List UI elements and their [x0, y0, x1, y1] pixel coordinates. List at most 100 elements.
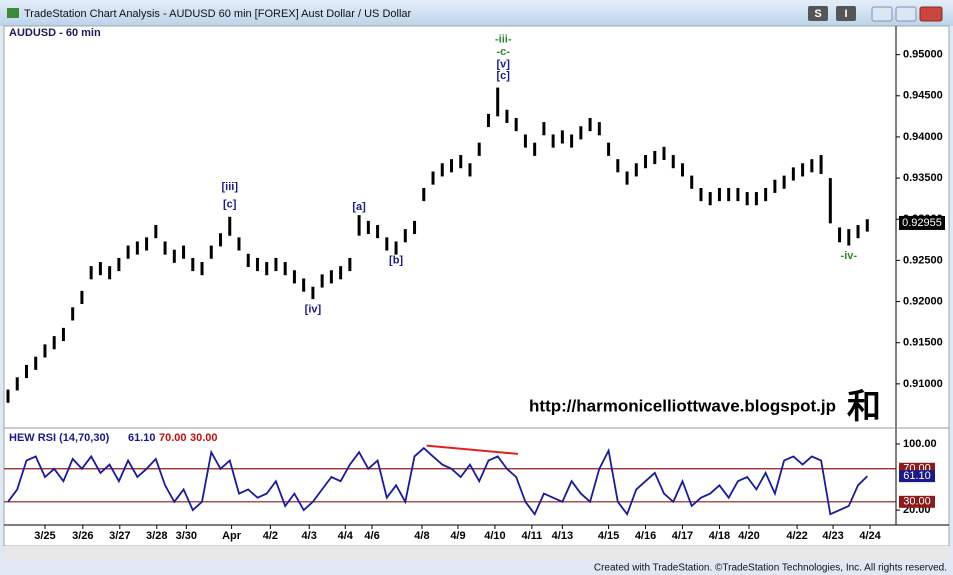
chart-area — [3, 25, 950, 547]
x-tick-label: 4/18 — [709, 530, 730, 542]
y-tick-label: 0.94000 — [903, 131, 943, 143]
x-tick-label: 4/23 — [822, 530, 843, 542]
price-bar — [61, 327, 65, 342]
y-tick-label: 20.00 — [903, 504, 931, 516]
x-tick-label: 4/13 — [552, 530, 573, 542]
price-bar — [838, 227, 842, 243]
price-bar — [422, 187, 426, 202]
window-title: TradeStation Chart Analysis - AUDUSD 60 … — [24, 8, 412, 20]
price-bar — [496, 87, 500, 117]
oversold-value: 30.00 — [190, 432, 218, 444]
style-button-label[interactable]: S — [814, 8, 821, 20]
price-bar — [237, 237, 241, 251]
price-bar — [135, 241, 139, 255]
price-bar — [690, 175, 694, 189]
price-bar — [413, 220, 417, 235]
price-bar — [505, 109, 509, 123]
price-bar — [265, 262, 269, 276]
x-tick-label: 4/10 — [484, 530, 505, 542]
price-bar — [98, 262, 102, 276]
y-tick-label: 0.91000 — [903, 378, 943, 390]
wave-label: -c- — [497, 46, 511, 58]
price-bar — [773, 179, 777, 193]
y-tick-label: 0.92000 — [903, 295, 943, 307]
price-bar — [339, 266, 343, 280]
y-tick-label: 0.95000 — [903, 49, 943, 61]
x-tick-label: 4/4 — [338, 530, 354, 542]
level-label: 30.00 — [903, 496, 931, 508]
price-bar — [292, 270, 296, 284]
price-bar — [579, 126, 583, 140]
last-price-label: 0.92955 — [902, 217, 942, 229]
indicator-value: 61.10 — [128, 432, 156, 444]
price-bar — [15, 377, 19, 391]
price-bar — [560, 130, 564, 144]
level-box — [899, 495, 935, 508]
x-tick-label: Apr — [222, 530, 242, 542]
style-button[interactable] — [808, 6, 828, 21]
x-tick-label: 4/8 — [414, 530, 429, 542]
price-bar — [856, 225, 860, 239]
price-bar — [782, 175, 786, 189]
price-bar — [89, 266, 93, 280]
symbol-label: AUDUSD - 60 min — [9, 27, 101, 39]
x-tick-label: 4/20 — [738, 530, 759, 542]
price-bar — [523, 134, 527, 148]
price-bar — [228, 216, 232, 236]
price-bar — [607, 142, 611, 156]
price-bar — [311, 286, 315, 300]
price-bar — [145, 237, 149, 251]
price-bar — [255, 257, 259, 272]
price-bar — [625, 171, 629, 185]
price-bar — [219, 233, 223, 247]
price-bar — [542, 122, 546, 136]
price-bar — [366, 220, 370, 235]
minimize-button[interactable] — [871, 6, 893, 22]
wave-label: -iv- — [841, 250, 858, 262]
last-price-box — [899, 215, 945, 230]
price-bar — [403, 229, 407, 243]
wave-label: [c] — [497, 70, 511, 82]
price-bar — [71, 307, 75, 321]
price-bar — [24, 364, 28, 379]
watermark-url: http://harmonicelliottwave.blogspot.jp — [529, 396, 836, 415]
price-bar — [117, 257, 121, 272]
price-bar — [385, 237, 389, 251]
y-tick-label: 0.91500 — [903, 337, 943, 349]
price-bar — [828, 178, 832, 224]
price-bar — [791, 167, 795, 181]
price-bar — [191, 257, 195, 272]
x-tick-label: 3/30 — [176, 530, 197, 542]
price-bar — [302, 278, 306, 292]
trend-line — [426, 444, 519, 455]
price-bar — [801, 163, 805, 177]
price-bar — [450, 159, 453, 173]
price-bar — [52, 336, 56, 350]
maximize-button[interactable] — [895, 6, 917, 22]
price-bar — [653, 150, 657, 165]
x-tick-label: 4/17 — [672, 530, 693, 542]
scrollbar[interactable] — [4, 546, 949, 560]
price-bar — [172, 249, 176, 263]
price-bar — [43, 344, 47, 358]
footer: Created with TradeStation. ©TradeStation… — [594, 563, 947, 574]
wave-label: [c] — [223, 198, 237, 210]
price-bar — [394, 241, 398, 255]
price-bar — [736, 187, 740, 202]
price-bar — [163, 241, 167, 255]
price-bar — [182, 245, 186, 259]
indicator-button-label[interactable]: I — [844, 8, 847, 20]
price-bar — [717, 187, 721, 202]
price-bar — [283, 262, 287, 276]
indicator-button[interactable] — [836, 6, 856, 21]
price-bar — [570, 134, 574, 148]
price-bar — [209, 245, 213, 259]
price-bar — [745, 192, 749, 206]
price-bar — [357, 215, 361, 236]
close-button[interactable] — [919, 6, 943, 22]
price-bar — [348, 257, 352, 272]
price-bar — [588, 118, 592, 132]
price-bar — [671, 155, 675, 169]
price-bar — [699, 187, 703, 202]
